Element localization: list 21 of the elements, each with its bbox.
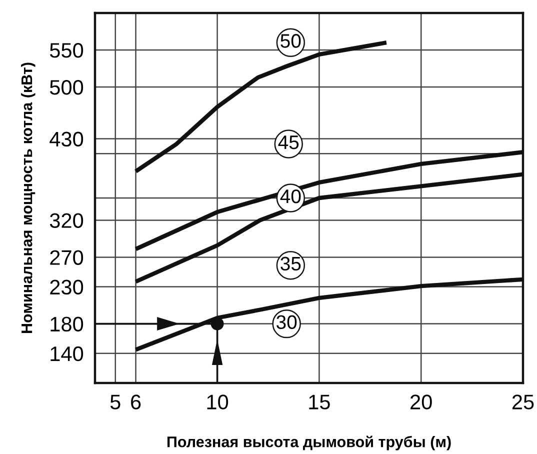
annotation: 35 <box>280 256 301 271</box>
y-tick-label: 180 <box>50 316 84 332</box>
y-axis-title: Номинальная мощность котла (кВт) <box>21 62 36 334</box>
y-tick-label: 230 <box>50 280 84 295</box>
y-tick-label: 140 <box>50 346 84 362</box>
x-tick-label: 25 <box>512 394 534 410</box>
annotation: 45 <box>278 136 299 150</box>
annotation: 40 <box>280 189 301 204</box>
y-tick-label: 430 <box>50 132 84 147</box>
annotation: 30 <box>276 315 297 330</box>
annotation: 50 <box>280 34 301 48</box>
x-tick-label: 6 <box>131 394 141 410</box>
x-tick-label: 5 <box>110 394 120 410</box>
y-tick-label: 500 <box>50 80 84 95</box>
x-tick-label: 10 <box>207 394 228 410</box>
y-tick-label: 550 <box>50 43 84 58</box>
y-tick-label: 270 <box>50 250 84 265</box>
x-axis-title: Полезная высота дымовой трубы (м) <box>167 436 451 450</box>
x-tick-label: 20 <box>410 394 432 410</box>
y-tick-label: 320 <box>50 213 84 228</box>
x-tick-label: 15 <box>309 394 330 410</box>
